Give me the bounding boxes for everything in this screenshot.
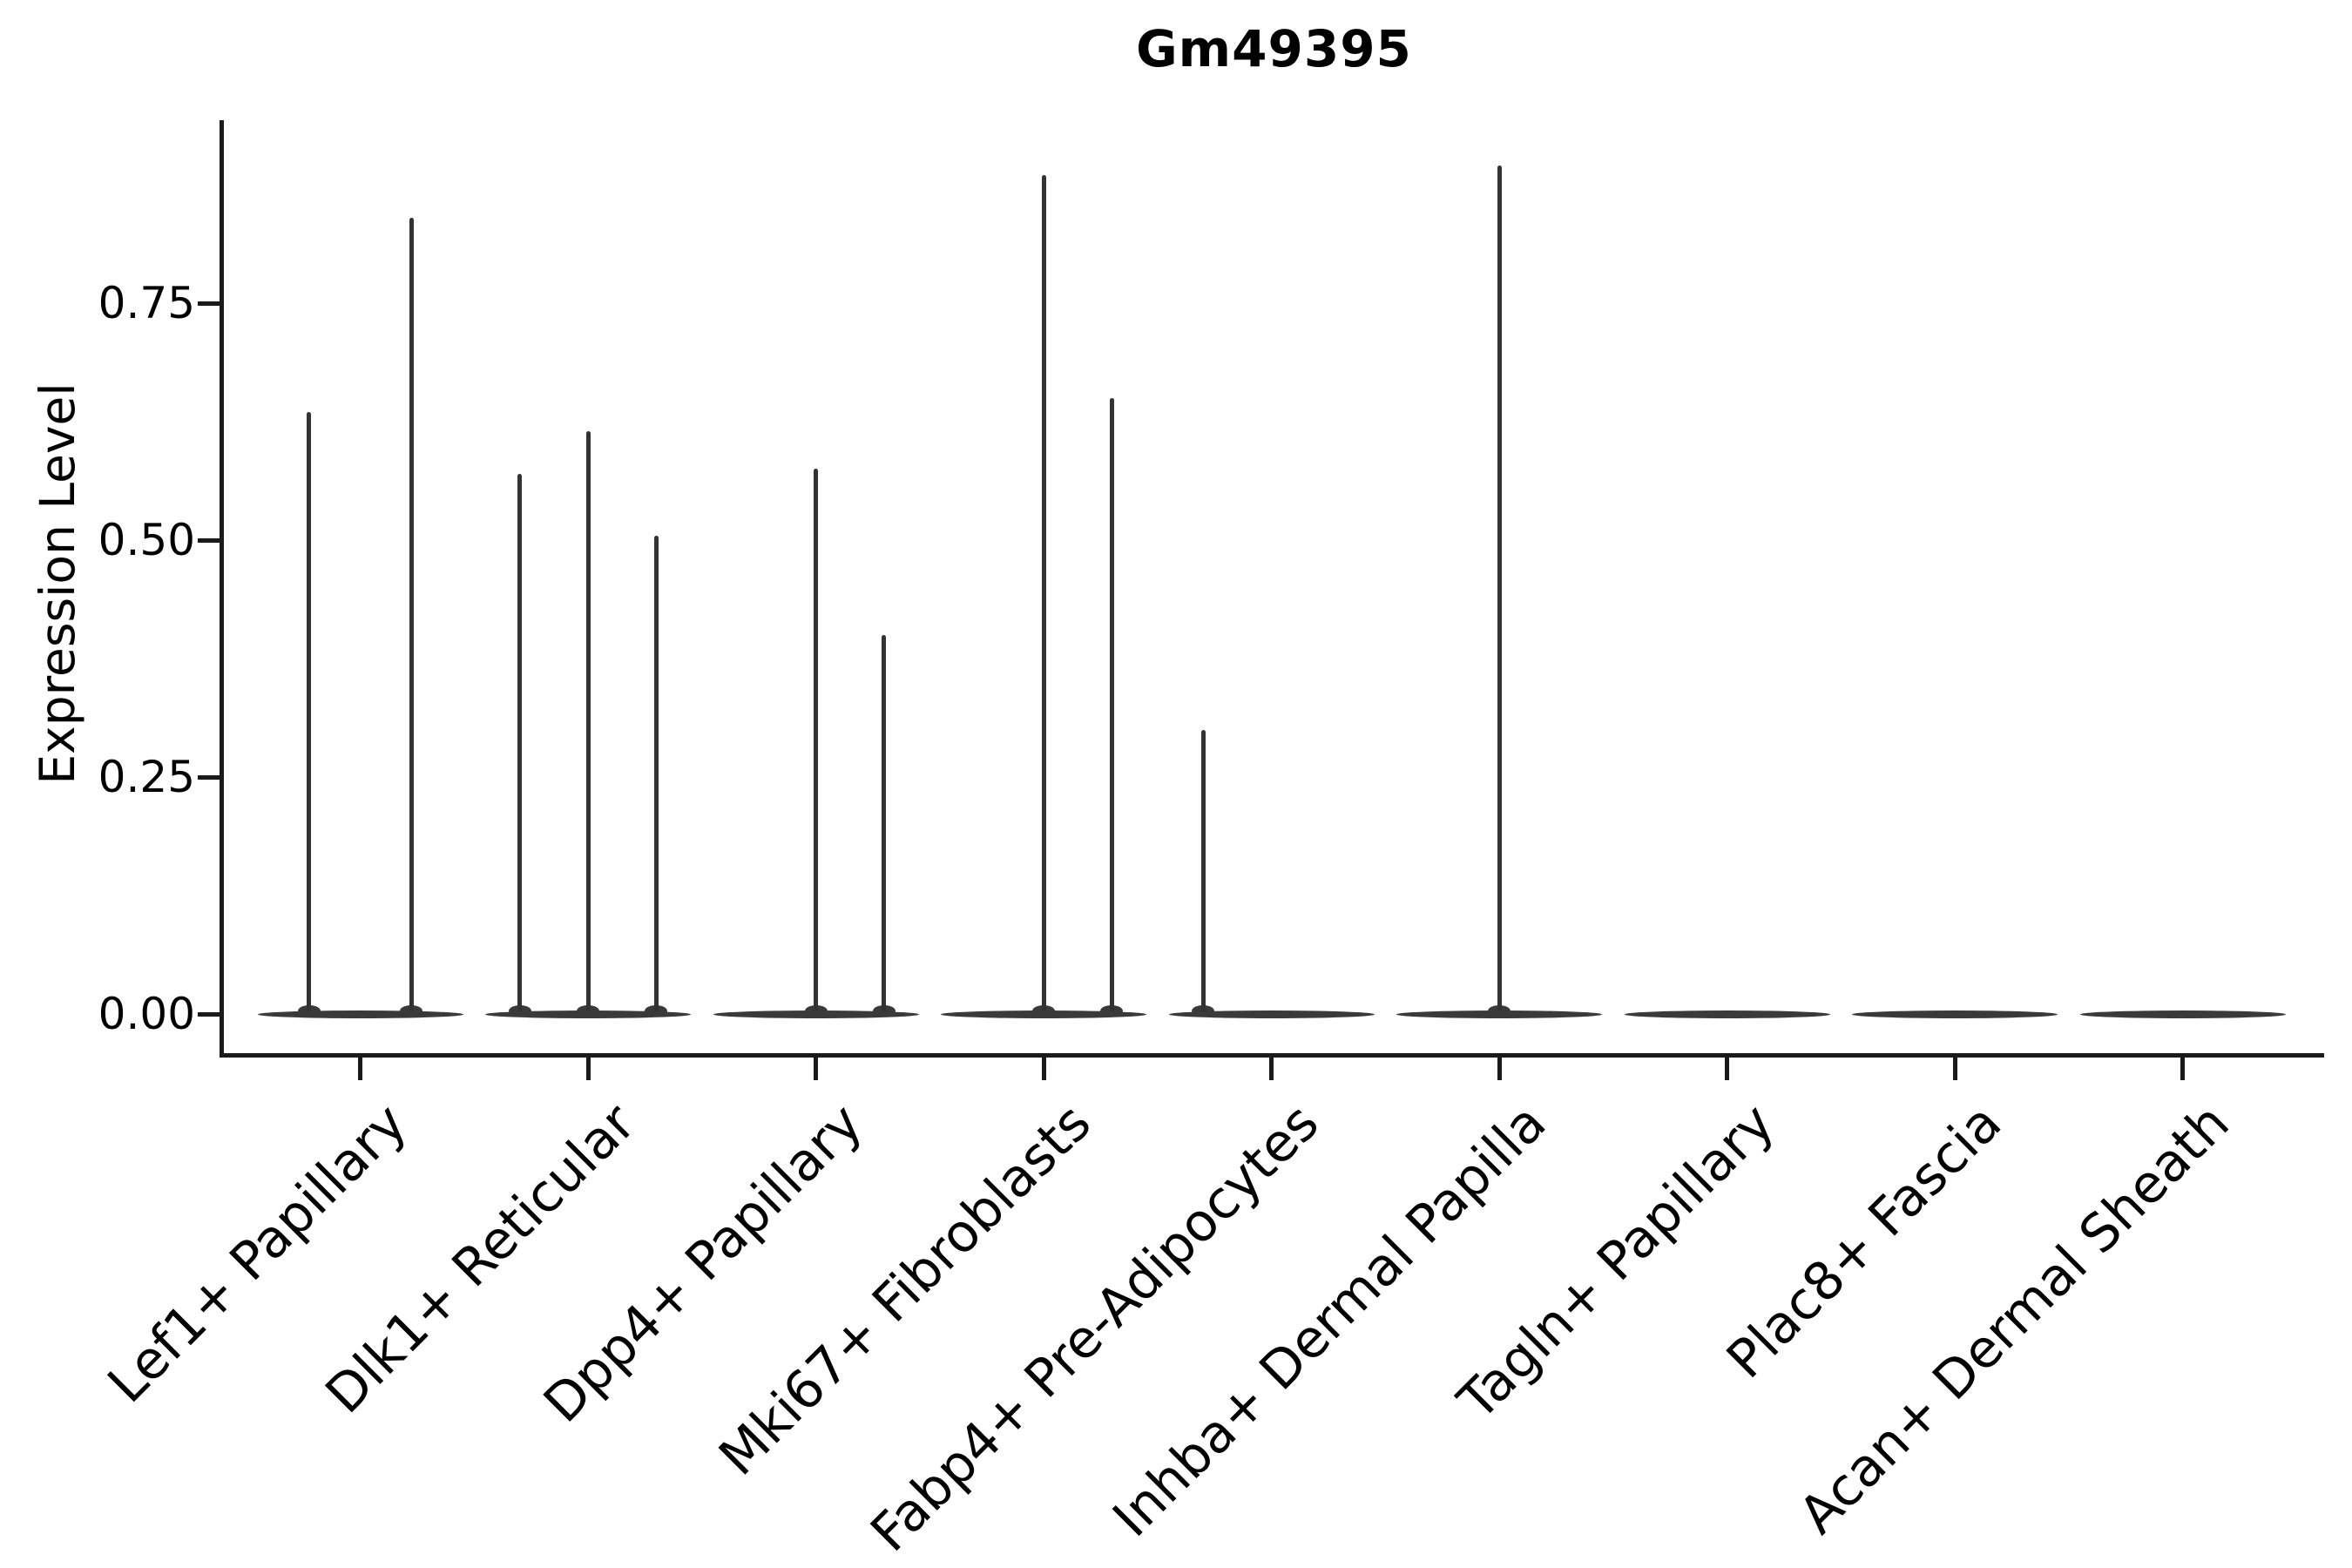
violin-zero-baseline: [1624, 1010, 1830, 1018]
y-tick-mark: [198, 537, 220, 543]
x-tick-mark: [1041, 1058, 1046, 1080]
y-tick-mark: [198, 774, 220, 780]
x-tick-mark: [585, 1058, 591, 1080]
y-axis-label: Expression Level: [30, 382, 85, 785]
violin-zero-baseline: [2079, 1010, 2286, 1018]
violin-density-spike: [1041, 175, 1046, 1014]
y-tick-mark: [198, 301, 220, 306]
y-tick-label: 0.00: [98, 989, 195, 1039]
y-tick-label: 0.25: [98, 752, 195, 802]
y-tick-label: 0.75: [98, 278, 195, 328]
x-tick-label: Fabp4+ Pre-Adipocytes: [859, 1092, 1330, 1564]
violin-density-spike: [1200, 729, 1206, 1014]
x-tick-mark: [1952, 1058, 1957, 1080]
violin-density-spike: [1497, 166, 1502, 1014]
chart-title: Gm49395: [1136, 19, 1412, 78]
violin-zero-baseline: [1852, 1010, 2058, 1018]
y-tick-mark: [198, 1011, 220, 1017]
violin-density-spike: [653, 535, 659, 1014]
violin-zero-baseline: [1396, 1010, 1602, 1018]
violin-density-spike: [307, 412, 312, 1014]
x-tick-label: Inhba+ Dermal Papilla: [1101, 1092, 1558, 1549]
violin-zero-baseline: [485, 1010, 691, 1018]
violin-density-spike: [814, 469, 818, 1014]
violin-density-spike: [1109, 397, 1114, 1014]
y-axis-line: [220, 120, 224, 1058]
x-tick-mark: [1269, 1058, 1274, 1080]
violin-zero-baseline: [1168, 1010, 1375, 1018]
violin-density-spike: [882, 634, 887, 1014]
x-axis-line: [220, 1053, 2324, 1058]
x-tick-mark: [1497, 1058, 1502, 1080]
x-tick-mark: [814, 1058, 818, 1080]
x-tick-mark: [1725, 1058, 1729, 1080]
x-tick-mark: [2180, 1058, 2185, 1080]
violin-density-spike: [585, 430, 591, 1014]
x-tick-label: Acan+ Dermal Sheath: [1788, 1092, 2241, 1546]
violin-zero-baseline: [941, 1010, 1146, 1018]
y-tick-label: 0.50: [98, 515, 195, 565]
violin-zero-baseline: [713, 1010, 919, 1018]
x-tick-label: Mki67+ Fibroblasts: [706, 1092, 1103, 1488]
x-tick-mark: [358, 1058, 362, 1080]
violin-zero-baseline: [257, 1010, 463, 1018]
violin-density-spike: [517, 473, 523, 1014]
violin-density-spike: [409, 218, 414, 1014]
